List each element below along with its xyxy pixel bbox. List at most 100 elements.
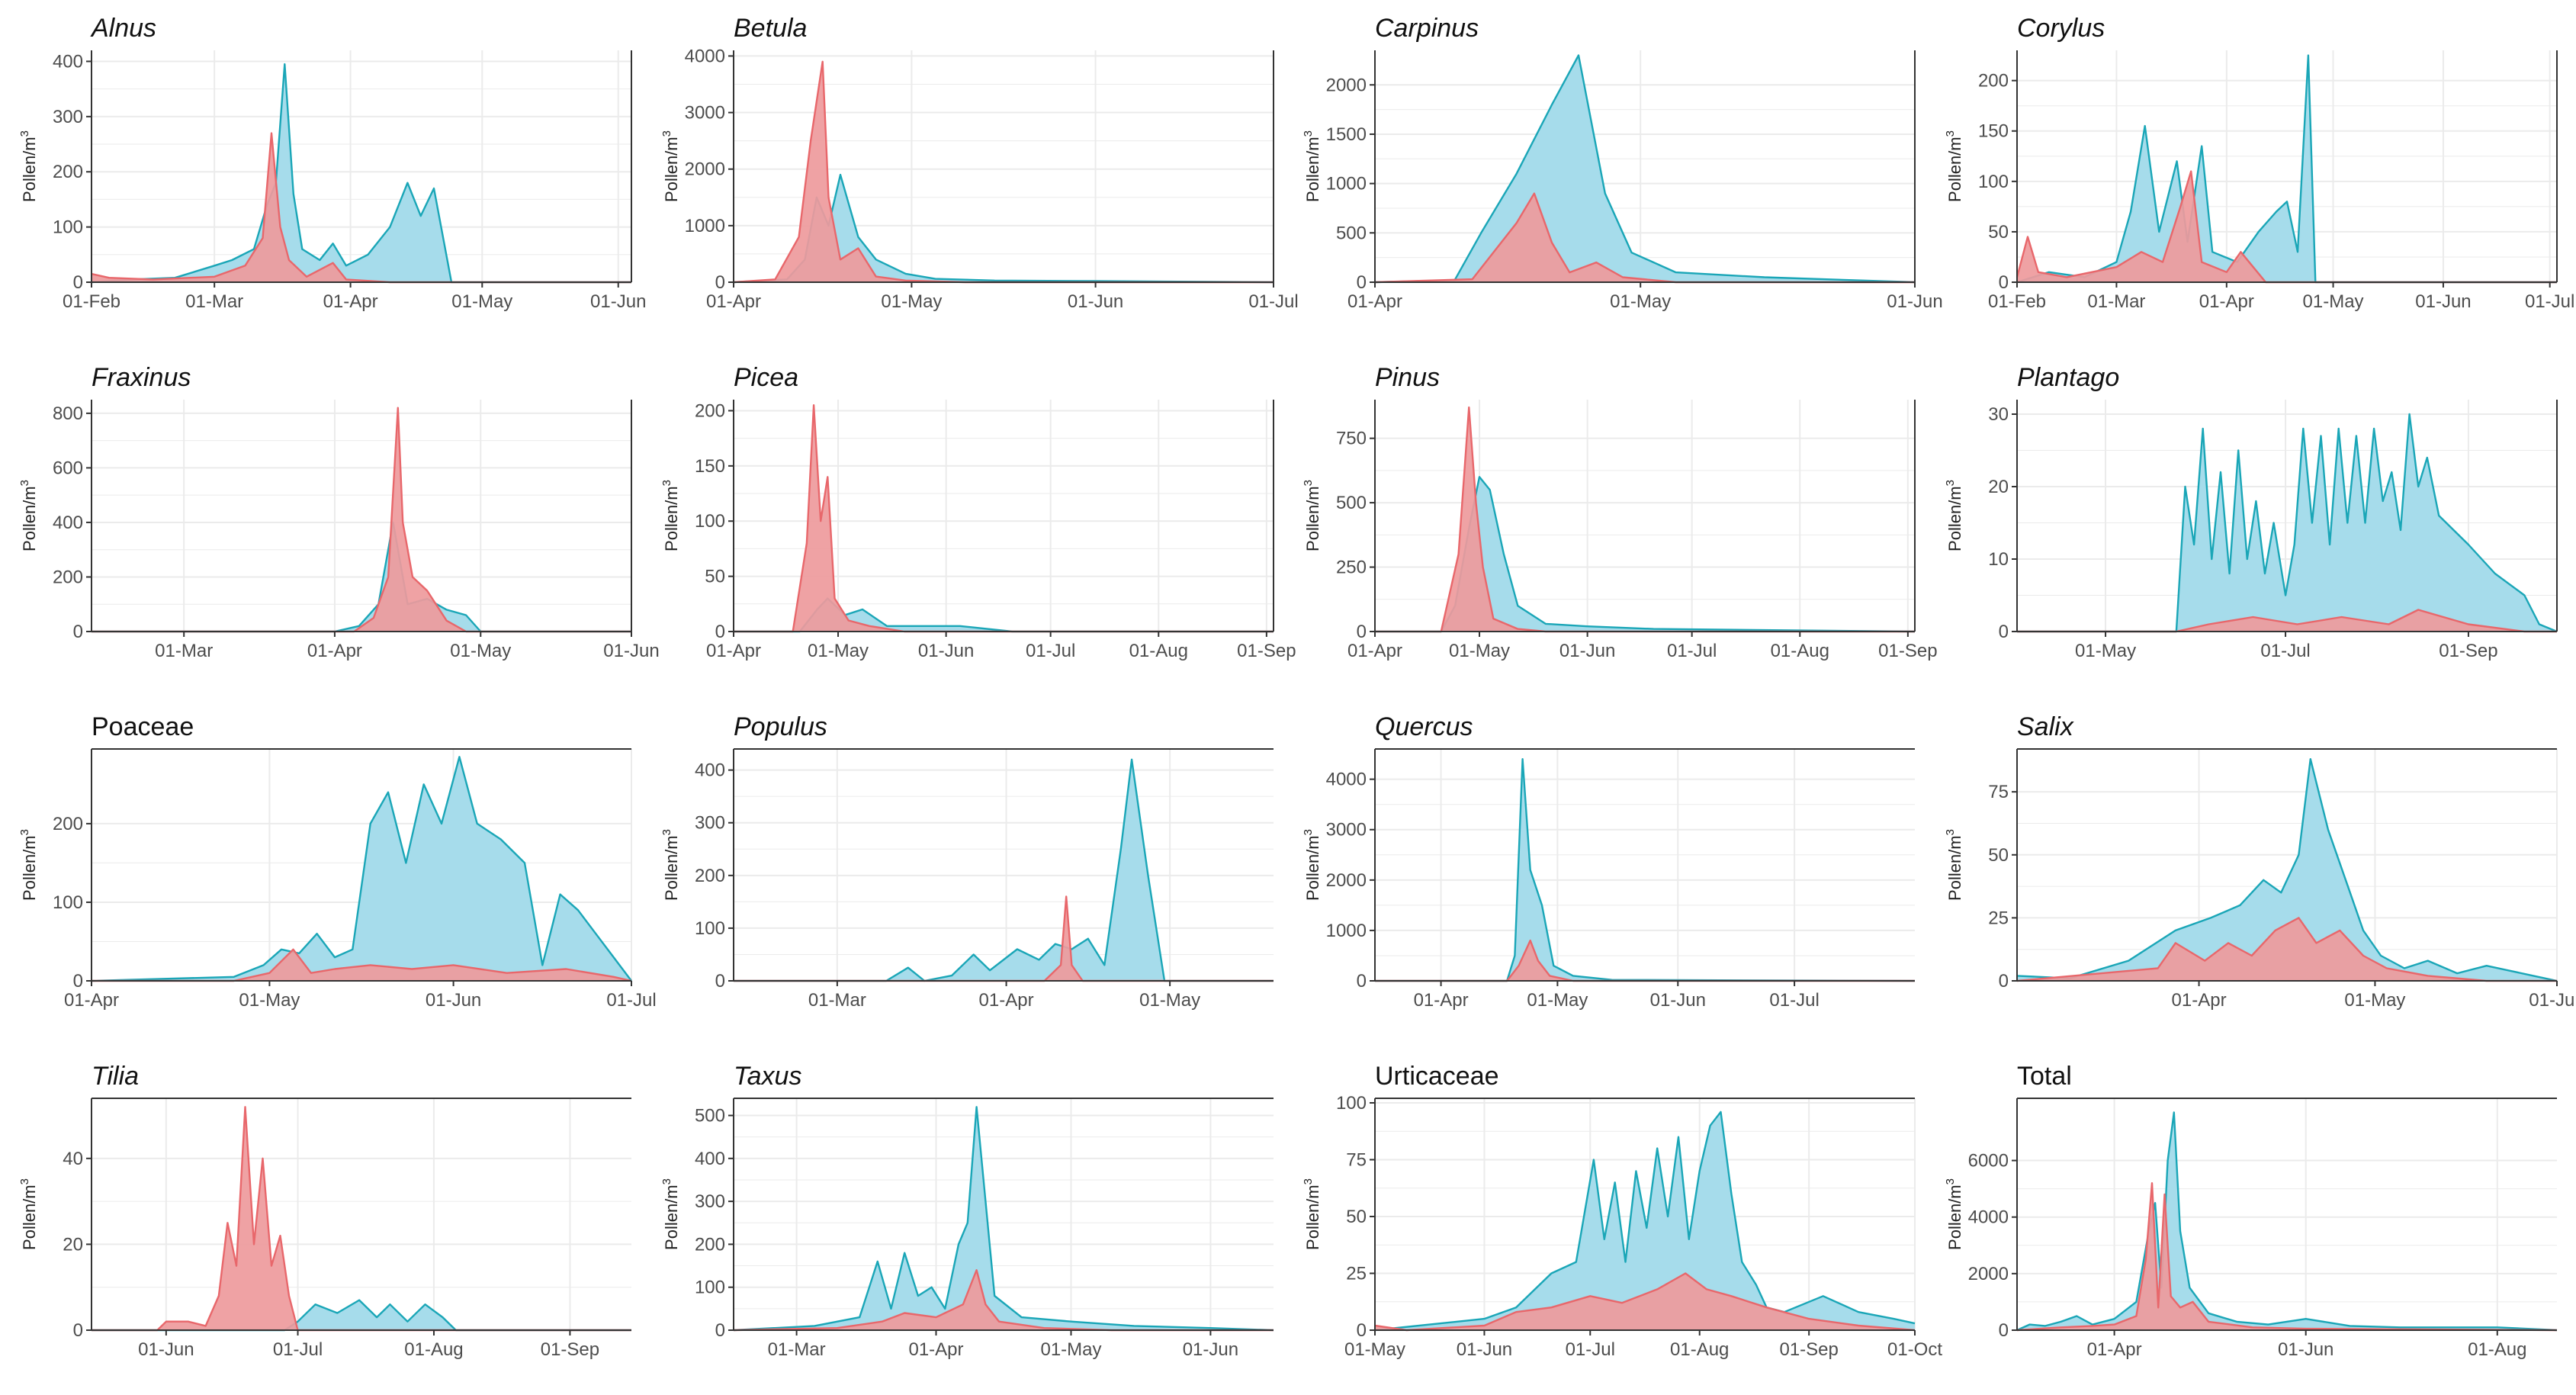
line-red [91, 132, 631, 284]
x-tick-label: 01-Jun [1457, 1339, 1512, 1360]
area-red [734, 405, 1274, 632]
y-tick-label: 100 [1336, 1093, 1367, 1114]
area-red [1375, 940, 1915, 981]
y-tick-label: 40 [63, 1149, 83, 1169]
x-tick-label: 01-Sep [541, 1339, 599, 1360]
x-tick-label: 01-Mar [185, 291, 243, 312]
y-tick-label: 75 [1346, 1149, 1367, 1170]
x-tick-label: 01-Aug [2468, 1339, 2526, 1360]
area-blue [1375, 477, 1915, 632]
y-axis-label-superscript: 3 [1944, 480, 1957, 486]
x-tick-label: 01-Jun [426, 990, 481, 1011]
x-tick-label: 01-May [881, 291, 942, 312]
x-tick-label: 01-May [1139, 990, 1200, 1011]
area-blue [92, 757, 631, 981]
y-tick-label: 75 [1988, 782, 2009, 802]
panel-title: Taxus [734, 1062, 801, 1091]
y-tick-label: 0 [1999, 971, 2009, 992]
y-tick-label: 500 [1336, 493, 1367, 513]
line-red [2016, 170, 2557, 284]
y-tick-label: 0 [73, 272, 83, 293]
y-tick-label: 4000 [1968, 1207, 2009, 1228]
area-red [2017, 609, 2557, 632]
panel-title: Salix [2017, 712, 2074, 741]
x-tick-label: 01-Jun [590, 291, 646, 312]
x-tick-label: 01-May [808, 641, 869, 661]
line-blue [733, 1106, 1274, 1332]
y-axis-label: Pollen/m3 [1944, 1178, 1964, 1250]
x-tick-label: 01-Jun [1559, 641, 1615, 661]
x-tick-label: 01-Mar [155, 641, 213, 661]
line-red [92, 1106, 631, 1332]
y-axis-label-superscript: 3 [660, 480, 673, 486]
y-axis-label-superscript: 3 [18, 1178, 31, 1184]
x-tick-label: 01-Aug [1771, 641, 1829, 661]
x-tick-label: 01-Jul [1667, 641, 1717, 661]
y-tick-label: 500 [1336, 223, 1367, 243]
x-tick-label: 01-May [1040, 1339, 1101, 1360]
panel-title: Urticaceae [1375, 1062, 1499, 1091]
x-tick-label: 01-May [2344, 990, 2405, 1011]
panel-total: Total Pollen/m3 0 2000 4000 6000 01-Apr 01-Jun 0… [1944, 1062, 2558, 1360]
x-tick-label: 01-Jun [1650, 990, 1706, 1011]
y-axis-label: Pollen/m3 [18, 130, 39, 202]
y-axis-label-superscript: 3 [660, 1178, 673, 1184]
x-tick-label: 01-May [1610, 291, 1671, 312]
panel-title: Poaceae [92, 712, 194, 741]
area-blue [734, 759, 1274, 981]
y-tick-label: 750 [1336, 429, 1367, 449]
y-axis-label: Pollen/m3 [18, 1178, 39, 1250]
panel-alnus: Alnus Pollen/m3 0 100 200 300 400 01-Feb 01-Mar 0… [18, 14, 646, 312]
y-axis-label: Pollen/m3 [18, 829, 39, 901]
y-tick-label: 0 [715, 272, 725, 293]
panel-pinus: Pinus Pollen/m3 0 250 500 750 01-Apr 01-May 01-J… [1302, 363, 1938, 661]
y-tick-label: 600 [53, 458, 83, 478]
y-tick-label: 30 [1988, 404, 2009, 425]
y-tick-label: 3000 [685, 103, 725, 124]
x-tick-label: 01-May [239, 990, 300, 1011]
y-axis-label-superscript: 3 [18, 480, 31, 486]
y-tick-label: 0 [1999, 272, 2009, 293]
panel-quercus: Quercus Pollen/m3 0 1000 2000 3000 4000 01-Apr 0… [1302, 712, 1916, 1011]
y-tick-label: 400 [53, 513, 83, 533]
panel-tilia: Tilia Pollen/m3 0 20 40 01-Jun 01-Jul 01-Aug 01-… [18, 1062, 631, 1360]
area-blue [2017, 55, 2557, 282]
x-tick-label: 01-Apr [1347, 641, 1402, 661]
x-tick-label: 01-Apr [706, 641, 761, 661]
y-tick-label: 2000 [1326, 75, 1367, 95]
x-tick-label: 01-May [2303, 291, 2364, 312]
area-red [92, 407, 631, 632]
y-tick-label: 100 [695, 511, 725, 532]
area-red [2017, 918, 2557, 981]
y-tick-label: 500 [695, 1106, 725, 1127]
area-red [92, 1107, 631, 1330]
area-red [1375, 407, 1915, 632]
x-tick-label: 01-Sep [2439, 641, 2497, 661]
area-red [1375, 193, 1915, 282]
y-tick-label: 0 [715, 1320, 725, 1341]
y-axis-label: Pollen/m3 [660, 1178, 681, 1250]
x-tick-label: 01-Sep [1237, 641, 1296, 661]
panel-betula: Betula Pollen/m3 0 1000 2000 3000 4000 01-Apr 01… [660, 14, 1299, 312]
panel-title: Fraxinus [92, 363, 191, 392]
y-tick-label: 50 [1988, 222, 2009, 243]
line-red [2016, 917, 2557, 982]
y-tick-label: 400 [695, 760, 725, 781]
x-tick-label: 01-Jul [2260, 641, 2310, 661]
y-tick-label: 50 [1346, 1207, 1367, 1227]
panel-title: Total [2017, 1062, 2072, 1091]
y-tick-label: 1500 [1326, 124, 1367, 145]
panel-title: Alnus [90, 14, 156, 43]
x-tick-label: 01-Apr [64, 990, 119, 1011]
x-tick-label: 01-Jun [1183, 1339, 1238, 1360]
area-red [92, 949, 631, 981]
y-tick-label: 200 [53, 814, 83, 834]
panel-title: Carpinus [1375, 14, 1479, 43]
line-red [1374, 1272, 1916, 1332]
y-axis-label: Pollen/m3 [18, 480, 39, 551]
line-red [2017, 609, 2557, 633]
panel-title: Tilia [92, 1062, 139, 1091]
y-tick-label: 300 [53, 107, 83, 127]
panel-taxus: Taxus Pollen/m3 0 100 200 300 400 500 01-Mar 01-A… [660, 1062, 1274, 1360]
y-axis-label: Pollen/m3 [1944, 130, 1964, 202]
